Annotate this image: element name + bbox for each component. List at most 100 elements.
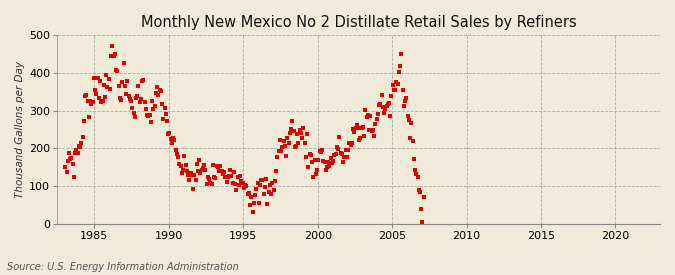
Point <box>106 53 117 58</box>
Point <box>369 134 379 138</box>
Point <box>346 141 357 145</box>
Point <box>395 64 406 68</box>
Point <box>163 132 173 136</box>
Point <box>210 175 221 180</box>
Point <box>355 136 366 140</box>
Point <box>387 83 398 87</box>
Point <box>222 175 233 180</box>
Point <box>136 97 146 101</box>
Point <box>367 128 377 133</box>
Point <box>180 163 191 167</box>
Point <box>82 99 93 103</box>
Point <box>350 126 361 131</box>
Point <box>128 111 139 115</box>
Point <box>169 138 180 142</box>
Point <box>66 156 77 160</box>
Point <box>321 168 331 173</box>
Point <box>139 100 150 104</box>
Point <box>259 192 269 196</box>
Point <box>304 151 315 156</box>
Title: Monthly New Mexico No 2 Distillate Retail Sales by Refiners: Monthly New Mexico No 2 Distillate Retai… <box>141 15 576 30</box>
Point <box>401 95 412 100</box>
Point <box>282 136 293 141</box>
Point <box>184 178 194 182</box>
Point <box>318 159 329 163</box>
Point <box>100 95 111 100</box>
Point <box>99 82 109 87</box>
Point <box>413 188 424 193</box>
Point <box>170 147 181 152</box>
Point <box>278 139 289 143</box>
Point <box>214 169 225 173</box>
Point <box>196 168 207 172</box>
Point <box>383 101 394 106</box>
Point <box>86 102 97 106</box>
Point <box>306 160 317 165</box>
Point <box>358 125 369 130</box>
Point <box>364 128 375 132</box>
Point <box>269 179 280 183</box>
Point <box>252 181 263 185</box>
Point <box>143 114 154 118</box>
Point <box>371 117 382 121</box>
Point <box>97 98 108 103</box>
Point <box>90 88 101 92</box>
Point <box>288 128 299 133</box>
Point <box>310 172 321 176</box>
Point <box>165 137 176 141</box>
Point <box>185 171 196 175</box>
Point <box>188 187 198 191</box>
Point <box>286 127 296 132</box>
Point <box>374 103 385 107</box>
Point <box>283 141 294 145</box>
Point <box>68 161 78 166</box>
Point <box>339 154 350 159</box>
Point <box>352 126 363 130</box>
Point <box>194 158 205 162</box>
Point <box>236 179 247 184</box>
Point <box>207 163 218 167</box>
Point <box>112 69 123 73</box>
Point <box>62 159 73 164</box>
Point <box>179 154 190 159</box>
Point <box>277 145 288 149</box>
Point <box>352 123 362 128</box>
Point <box>171 152 182 156</box>
Point <box>119 84 130 89</box>
Point <box>336 152 347 157</box>
Point <box>261 177 271 181</box>
Point <box>373 112 383 116</box>
Point <box>174 161 185 166</box>
Point <box>103 77 114 82</box>
Point <box>333 147 344 151</box>
Point <box>298 126 309 130</box>
Point <box>211 164 222 168</box>
Point <box>157 102 167 107</box>
Point <box>102 85 113 89</box>
Point <box>392 82 403 86</box>
Point <box>149 104 160 108</box>
Point <box>375 101 385 106</box>
Point <box>275 138 286 142</box>
Point <box>140 107 151 111</box>
Point <box>70 151 80 155</box>
Point <box>121 91 132 96</box>
Point <box>151 91 161 96</box>
Point <box>380 106 391 111</box>
Point <box>60 165 71 169</box>
Point <box>251 187 262 191</box>
Point <box>217 172 228 176</box>
Point <box>161 112 171 116</box>
Point <box>389 87 400 92</box>
Point <box>109 52 120 56</box>
Point <box>404 118 414 123</box>
Point <box>105 87 115 91</box>
Point <box>325 156 336 161</box>
Point <box>220 175 231 180</box>
Point <box>321 165 332 169</box>
Point <box>359 133 370 138</box>
Point <box>402 114 413 119</box>
Point <box>382 102 393 106</box>
Point <box>146 98 157 103</box>
Point <box>340 148 351 152</box>
